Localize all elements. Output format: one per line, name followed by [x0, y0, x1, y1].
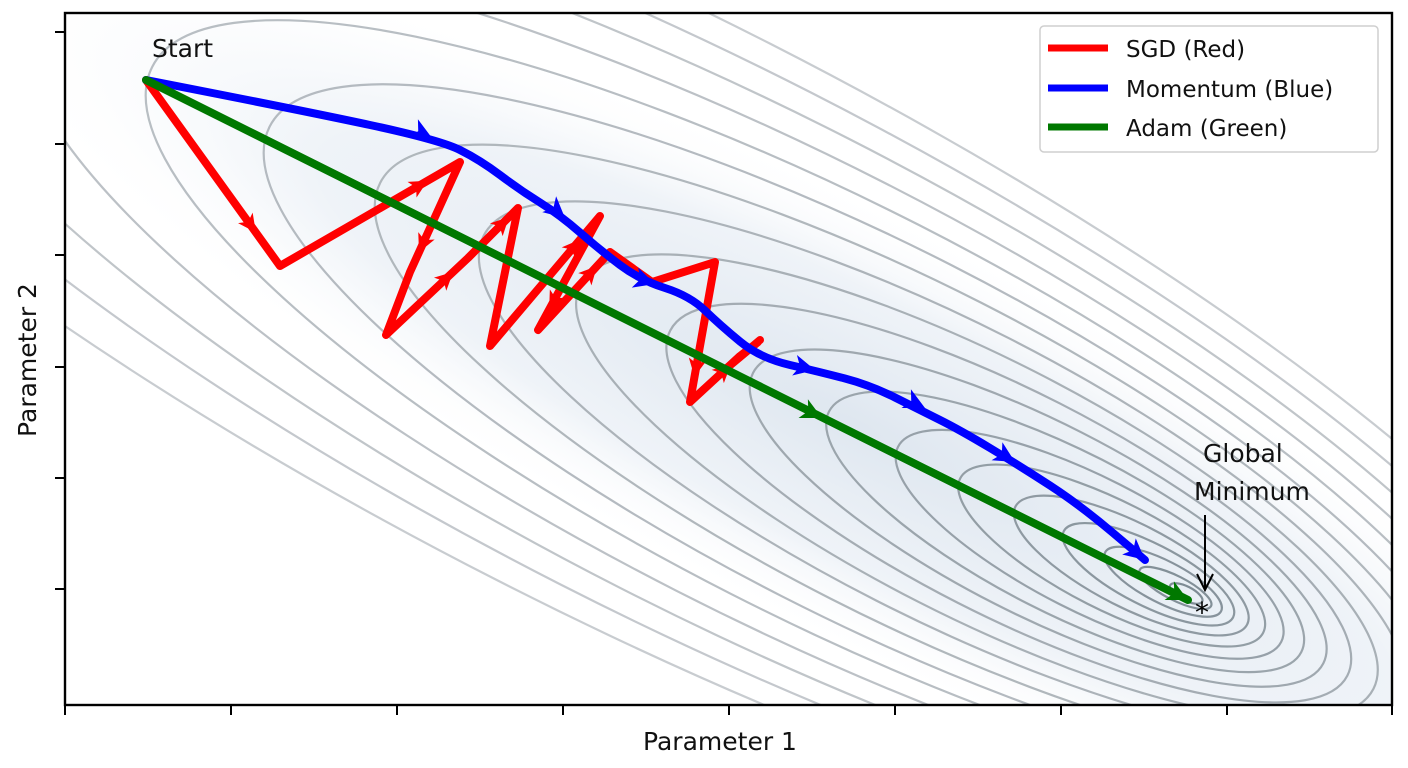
- direction-arrow-icon: [1122, 538, 1145, 560]
- direction-arrow-icon: [433, 271, 454, 291]
- direction-arrow-icon: [578, 266, 598, 286]
- legend-label-momentum: Momentum (Blue): [1126, 77, 1333, 103]
- contour-line: [262, 83, 1392, 705]
- axis-ticks: [55, 31, 1393, 715]
- direction-arrow-icon: [408, 119, 432, 138]
- legend-item-adam: Adam (Green): [1048, 116, 1287, 142]
- contour-line: [825, 390, 1306, 674]
- direction-arrow-icon: [407, 180, 428, 198]
- minimum-pointer-arrowhead: [1196, 573, 1214, 593]
- contour-line: [894, 428, 1285, 660]
- legend: SGD (Red) Momentum (Blue) Adam (Green): [1039, 25, 1379, 153]
- direction-arrow-icon: [991, 442, 1015, 462]
- direction-arrow-icon: [542, 196, 565, 218]
- direction-arrow-icon: [688, 357, 707, 377]
- contour-line: [957, 463, 1267, 648]
- x-axis-label: Parameter 1: [643, 727, 797, 756]
- direction-arrow-icon: [798, 399, 822, 419]
- contour-line: [1061, 521, 1236, 627]
- annotations: Start Global Minimum *: [152, 34, 1310, 629]
- direction-arrow-icon: [549, 289, 566, 310]
- contour-line: [665, 302, 1353, 704]
- legend-label-sgd: SGD (Red): [1126, 37, 1245, 63]
- direction-arrow-icon: [631, 267, 655, 288]
- direction-arrow-icon: [561, 239, 581, 259]
- contour-line: [1103, 545, 1223, 618]
- contour-line: [144, 19, 1392, 705]
- contour-line: [1012, 494, 1250, 637]
- minimum-marker-icon: *: [1195, 596, 1209, 629]
- series-sgd: [142, 76, 764, 406]
- direction-arrow-icon: [792, 355, 815, 376]
- series-momentum: [142, 76, 1149, 564]
- direction-arrow-icon: [901, 389, 925, 408]
- optimizer-paths: [142, 76, 1192, 604]
- direction-arrow-icon: [1164, 581, 1188, 601]
- legend-item-sgd: SGD (Red): [1048, 37, 1245, 63]
- series-adam: [142, 76, 1192, 604]
- legend-box: [1039, 25, 1379, 153]
- global-minimum-label-line1: Global: [1203, 439, 1283, 468]
- direction-arrow-icon: [238, 212, 256, 233]
- start-label: Start: [152, 34, 213, 63]
- direction-arrow-icon: [489, 217, 509, 237]
- contour-line: [748, 348, 1328, 688]
- direction-arrow-icon: [418, 232, 435, 253]
- legend-label-adam: Adam (Green): [1126, 116, 1287, 142]
- contour-line: [477, 200, 1392, 705]
- global-minimum-label-line2: Minimum: [1194, 477, 1310, 506]
- y-axis-label: Parameter 2: [13, 283, 42, 437]
- contour-line: [373, 143, 1392, 705]
- legend-item-momentum: Momentum (Blue): [1048, 77, 1333, 103]
